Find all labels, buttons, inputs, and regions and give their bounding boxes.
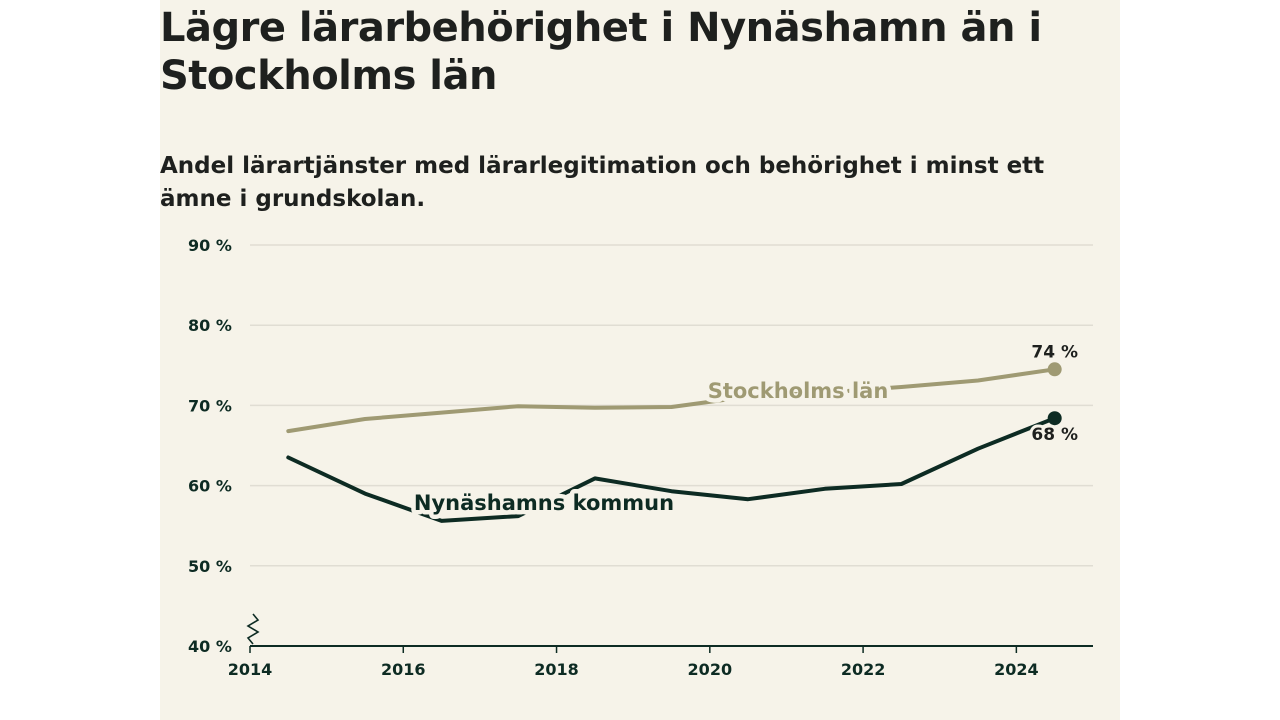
series [286, 362, 1062, 523]
end-value-label-1: 68 % [1031, 425, 1078, 445]
y-tick-label: 60 % [188, 477, 232, 496]
y-tick-label: 90 % [188, 236, 232, 255]
x-tick-label: 2014 [228, 660, 273, 679]
series-line-0 [286, 367, 1057, 434]
x-tick-label: 2024 [994, 660, 1039, 679]
end-value-label-0: 74 % [1031, 342, 1078, 362]
y-tick-label: 40 % [188, 637, 232, 656]
end-marker-0 [1047, 362, 1062, 377]
y-tick-label: 80 % [188, 316, 232, 335]
x-tick-label: 2022 [841, 660, 886, 679]
axis-break-icon [246, 613, 260, 645]
x-tick-label: 2016 [381, 660, 426, 679]
x-tick-label: 2018 [534, 660, 579, 679]
series-line-1 [286, 416, 1057, 523]
axes: 40 % 50 % 60 % 70 % 80 % 90 % 2014 2016 2018 2020… [188, 236, 1093, 679]
chart-panel [160, 0, 1120, 720]
y-tick-label: 70 % [188, 396, 232, 415]
series-label-1: Nynäshamns kommun [414, 491, 674, 515]
series-label-0: Stockholms län [708, 379, 889, 403]
labels: Stockholms län Nynäshamns kommun 74 % 68 % [409, 339, 1081, 519]
end-marker-1 [1047, 411, 1062, 426]
y-tick-label: 50 % [188, 557, 232, 576]
chart-title: Lägre lärarbehörighet i Nynäshamn än i S… [160, 5, 1042, 99]
x-tick-label: 2020 [688, 660, 733, 679]
chart-subtitle: Andel lärartjänster med lärarlegitimatio… [160, 153, 1045, 212]
